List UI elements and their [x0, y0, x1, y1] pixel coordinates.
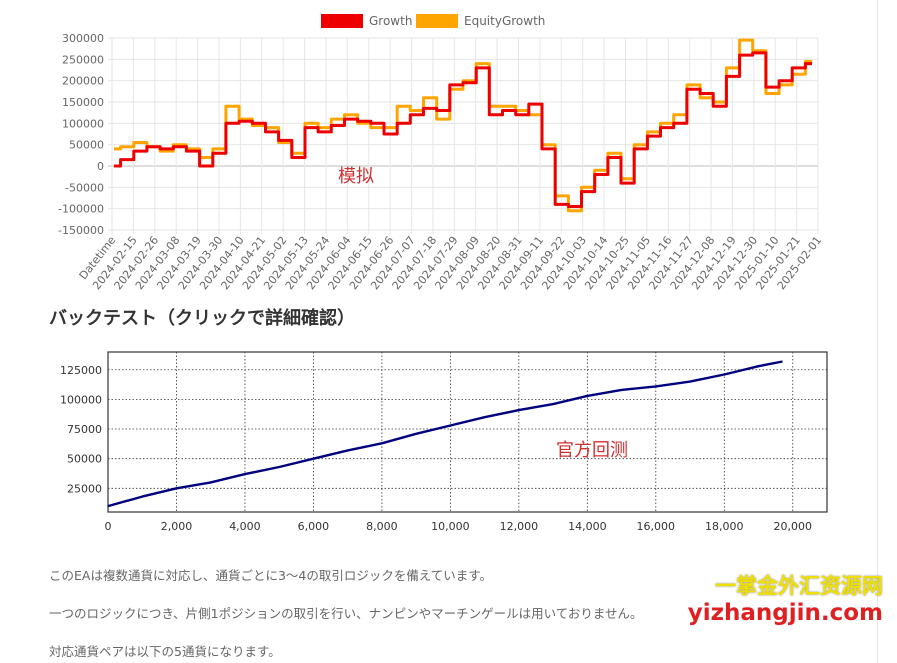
page-divider [877, 0, 878, 663]
backtest-x-tick-label: 4,000 [229, 520, 261, 533]
growth-y-tick-label: 100000 [62, 117, 104, 130]
growth-y-tick-label: 200000 [62, 75, 104, 88]
growth-y-tick-label: 150000 [62, 96, 104, 109]
growth-y-tick-label: 250000 [62, 53, 104, 66]
backtest-balance-line [107, 360, 783, 508]
backtest-x-tick-label: 18,000 [705, 520, 744, 533]
backtest-heading[interactable]: バックテスト（クリックで詳細確認） [49, 308, 355, 329]
backtest-y-tick-label: 25000 [67, 482, 102, 495]
backtest-x-tick-label: 20,000 [774, 520, 813, 533]
watermark-site-name: 一掌金外汇资源网 [715, 574, 883, 598]
growth-legend-item-equitygrowth[interactable]: EquityGrowth [416, 14, 545, 28]
backtest-annotation: 官方回测 [556, 440, 628, 461]
growth-y-tick-label: -100000 [58, 203, 104, 216]
backtest-y-tick-label: 100000 [60, 393, 102, 406]
backtest-y-tick-label: 75000 [67, 423, 102, 436]
paragraph-1: このEAは複数通貨に対応し、通貨ごとに3～4の取引ロジックを備えています。 [49, 568, 492, 583]
backtest-x-tick-label: 10,000 [431, 520, 470, 533]
watermark-url: yizhangjin.com [687, 600, 883, 626]
growth-legend-label: Growth [369, 14, 412, 28]
backtest-x-tick-label: 8,000 [366, 520, 398, 533]
growth-legend-item-growth[interactable]: Growth [321, 14, 412, 28]
backtest-x-tick-label: 0 [105, 520, 112, 533]
growth-y-tick-label: -150000 [58, 224, 104, 237]
growth-chart: -150000 -100000 -50000 0 50000 100000 150000 20… [58, 14, 824, 292]
backtest-y-tick-label: 125000 [60, 364, 102, 377]
growth-legend-swatch [416, 14, 458, 28]
growth-legend-label: EquityGrowth [464, 14, 545, 28]
paragraph-2: 一つのロジックにつき、片側1ポジションの取引を行い、ナンピンやマーチンゲールは用… [49, 606, 643, 621]
backtest-x-tick-label: 14,000 [568, 520, 607, 533]
backtest-x-tick-label: 6,000 [298, 520, 330, 533]
backtest-x-tick-label: 12,000 [500, 520, 539, 533]
growth-series-line-growth [114, 51, 812, 208]
growth-legend-swatch [321, 14, 363, 28]
backtest-x-tick-label: 2,000 [161, 520, 193, 533]
growth-y-tick-label: 0 [97, 160, 104, 173]
growth-y-tick-label: 50000 [69, 139, 104, 152]
backtest-x-tick-label: 16,000 [637, 520, 676, 533]
backtest-chart[interactable]: 25000 50000 75000 100000 125000 0 2,000 4,000 6… [0, 340, 877, 590]
paragraph-3: 対応通貨ペアは以下の5通貨になります。 [49, 644, 281, 659]
growth-y-tick-label: -50000 [65, 181, 104, 194]
backtest-y-tick-label: 50000 [67, 453, 102, 466]
growth-y-tick-label: 300000 [62, 32, 104, 45]
growth-annotation: 模拟 [338, 166, 374, 187]
